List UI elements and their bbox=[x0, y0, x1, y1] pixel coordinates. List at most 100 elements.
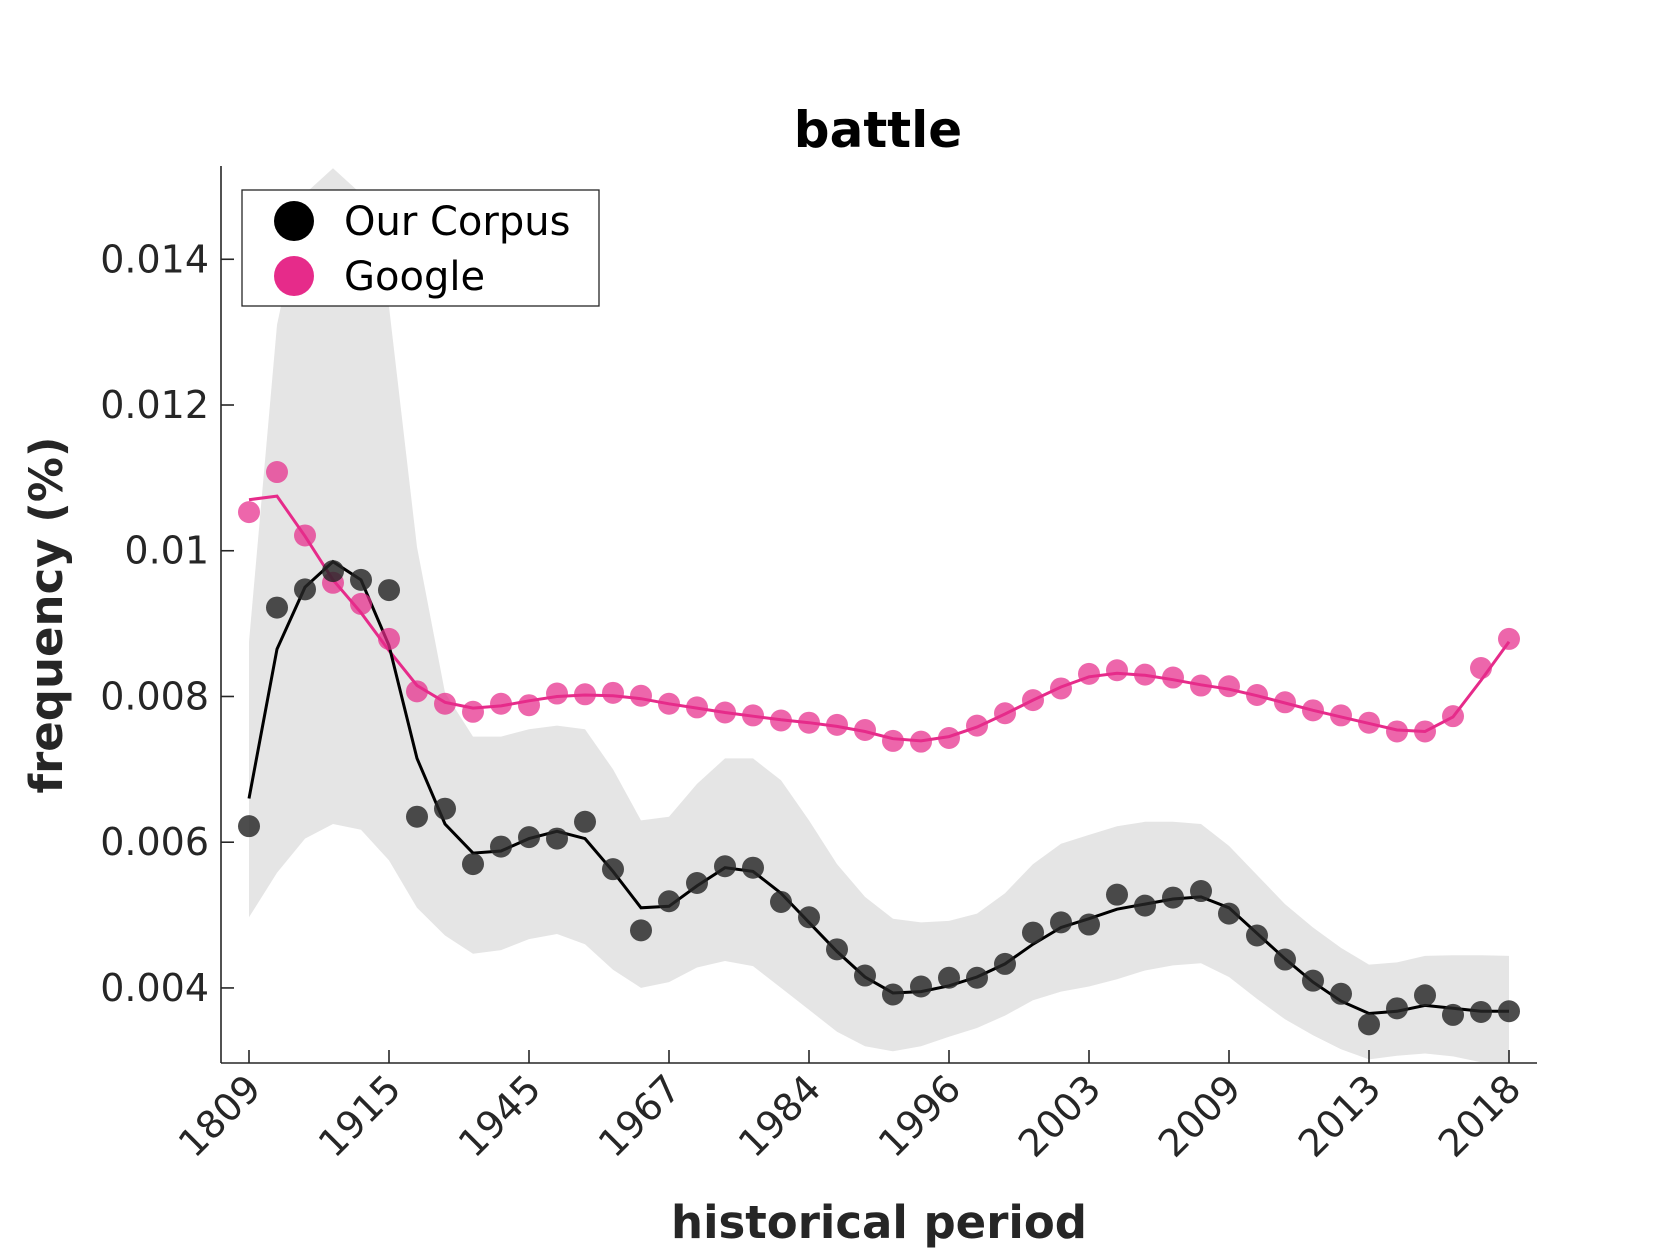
google-point bbox=[1162, 666, 1184, 689]
y-tick-label: 0.006 bbox=[100, 820, 209, 864]
y-ticks: 0.004 0.006 0.008 0.01 0.012 0.014 bbox=[100, 237, 234, 1010]
google-point bbox=[490, 692, 512, 715]
y-tick-label: 0.004 bbox=[100, 966, 209, 1010]
google-point bbox=[238, 501, 260, 524]
corpus-point bbox=[1134, 894, 1156, 917]
y-tick-label: 0.014 bbox=[100, 237, 209, 281]
google-point bbox=[1050, 677, 1072, 700]
corpus-point bbox=[1414, 984, 1436, 1007]
google-point bbox=[1078, 662, 1100, 685]
google-point bbox=[546, 682, 568, 705]
google-point bbox=[1330, 704, 1352, 727]
x-tick-label: 2003 bbox=[1010, 1066, 1110, 1166]
legend: Our Corpus Google bbox=[241, 189, 600, 307]
corpus-point bbox=[406, 805, 428, 828]
google-point bbox=[602, 681, 624, 704]
google-point bbox=[826, 713, 848, 736]
google-point bbox=[406, 680, 428, 703]
corpus-point bbox=[1218, 902, 1240, 925]
corpus-trend-line bbox=[247, 559, 1509, 1016]
google-trend-line bbox=[248, 494, 1511, 743]
corpus-point bbox=[1386, 997, 1408, 1020]
google-point bbox=[1246, 684, 1268, 707]
y-tick-label: 0.012 bbox=[100, 383, 209, 427]
plot-area bbox=[238, 168, 1520, 1063]
x-axis-label: historical period bbox=[671, 1196, 1087, 1249]
corpus-point bbox=[574, 810, 596, 833]
google-point bbox=[854, 718, 876, 741]
google-point bbox=[658, 692, 680, 715]
google-point bbox=[630, 684, 652, 707]
corpus-point bbox=[630, 919, 652, 942]
corpus-point bbox=[294, 578, 316, 601]
google-point bbox=[714, 701, 736, 724]
corpus-point bbox=[798, 906, 820, 929]
legend-label-google: Google bbox=[344, 254, 485, 300]
corpus-point bbox=[546, 827, 568, 850]
google-point bbox=[938, 727, 960, 750]
corpus-point bbox=[1106, 883, 1128, 906]
corpus-point bbox=[1190, 880, 1212, 903]
google-point bbox=[574, 683, 596, 706]
corpus-point bbox=[770, 890, 792, 913]
corpus-point bbox=[938, 966, 960, 989]
google-point bbox=[966, 714, 988, 737]
corpus-point bbox=[1358, 1013, 1380, 1036]
google-point bbox=[1134, 663, 1156, 686]
corpus-point bbox=[910, 975, 932, 998]
corpus-point bbox=[518, 826, 540, 849]
corpus-point bbox=[1330, 982, 1352, 1005]
google-point bbox=[294, 524, 316, 547]
google-point bbox=[1302, 699, 1324, 722]
corpus-point bbox=[266, 596, 288, 619]
corpus-point bbox=[378, 579, 400, 602]
x-tick-label: 2013 bbox=[1290, 1066, 1390, 1166]
google-point bbox=[882, 729, 904, 752]
google-points bbox=[238, 461, 1520, 753]
google-point bbox=[798, 711, 820, 734]
google-point bbox=[1442, 705, 1464, 728]
corpus-point bbox=[742, 856, 764, 879]
google-point bbox=[350, 592, 372, 615]
google-point bbox=[1386, 720, 1408, 743]
chart-title: battle bbox=[794, 101, 962, 159]
google-point bbox=[686, 696, 708, 719]
corpus-point bbox=[1470, 1000, 1492, 1023]
google-point bbox=[462, 700, 484, 723]
corpus-point bbox=[1050, 911, 1072, 934]
x-tick-label: 1915 bbox=[310, 1066, 410, 1166]
x-tick-label: 1996 bbox=[870, 1066, 970, 1166]
corpus-point bbox=[1078, 913, 1100, 936]
corpus-point bbox=[966, 966, 988, 989]
google-point bbox=[1218, 675, 1240, 698]
x-tick-label: 2009 bbox=[1150, 1066, 1250, 1166]
google-point bbox=[994, 702, 1016, 725]
google-point bbox=[770, 709, 792, 732]
corpus-point bbox=[1246, 924, 1268, 947]
corpus-point bbox=[994, 952, 1016, 975]
corpus-point bbox=[350, 568, 372, 591]
y-axis-label: frequency (%) bbox=[20, 437, 73, 794]
google-point bbox=[1358, 711, 1380, 734]
google-point bbox=[434, 692, 456, 715]
google-point bbox=[378, 627, 400, 650]
x-tick-label: 1809 bbox=[170, 1066, 270, 1166]
corpus-point bbox=[714, 855, 736, 878]
corpus-point bbox=[1498, 1000, 1520, 1023]
corpus-point bbox=[434, 797, 456, 820]
x-tick-label: 1945 bbox=[450, 1066, 550, 1166]
google-point bbox=[518, 694, 540, 717]
google-point bbox=[1022, 689, 1044, 712]
corpus-point bbox=[1302, 969, 1324, 992]
google-point bbox=[1470, 657, 1492, 680]
x-tick-label: 1967 bbox=[590, 1066, 690, 1166]
google-point bbox=[266, 461, 288, 484]
google-point bbox=[910, 730, 932, 753]
corpus-point bbox=[1274, 948, 1296, 971]
corpus-point bbox=[490, 835, 512, 858]
google-point bbox=[742, 704, 764, 727]
corpus-points bbox=[238, 560, 1520, 1036]
google-point bbox=[1498, 627, 1520, 650]
google-point bbox=[1414, 720, 1436, 743]
